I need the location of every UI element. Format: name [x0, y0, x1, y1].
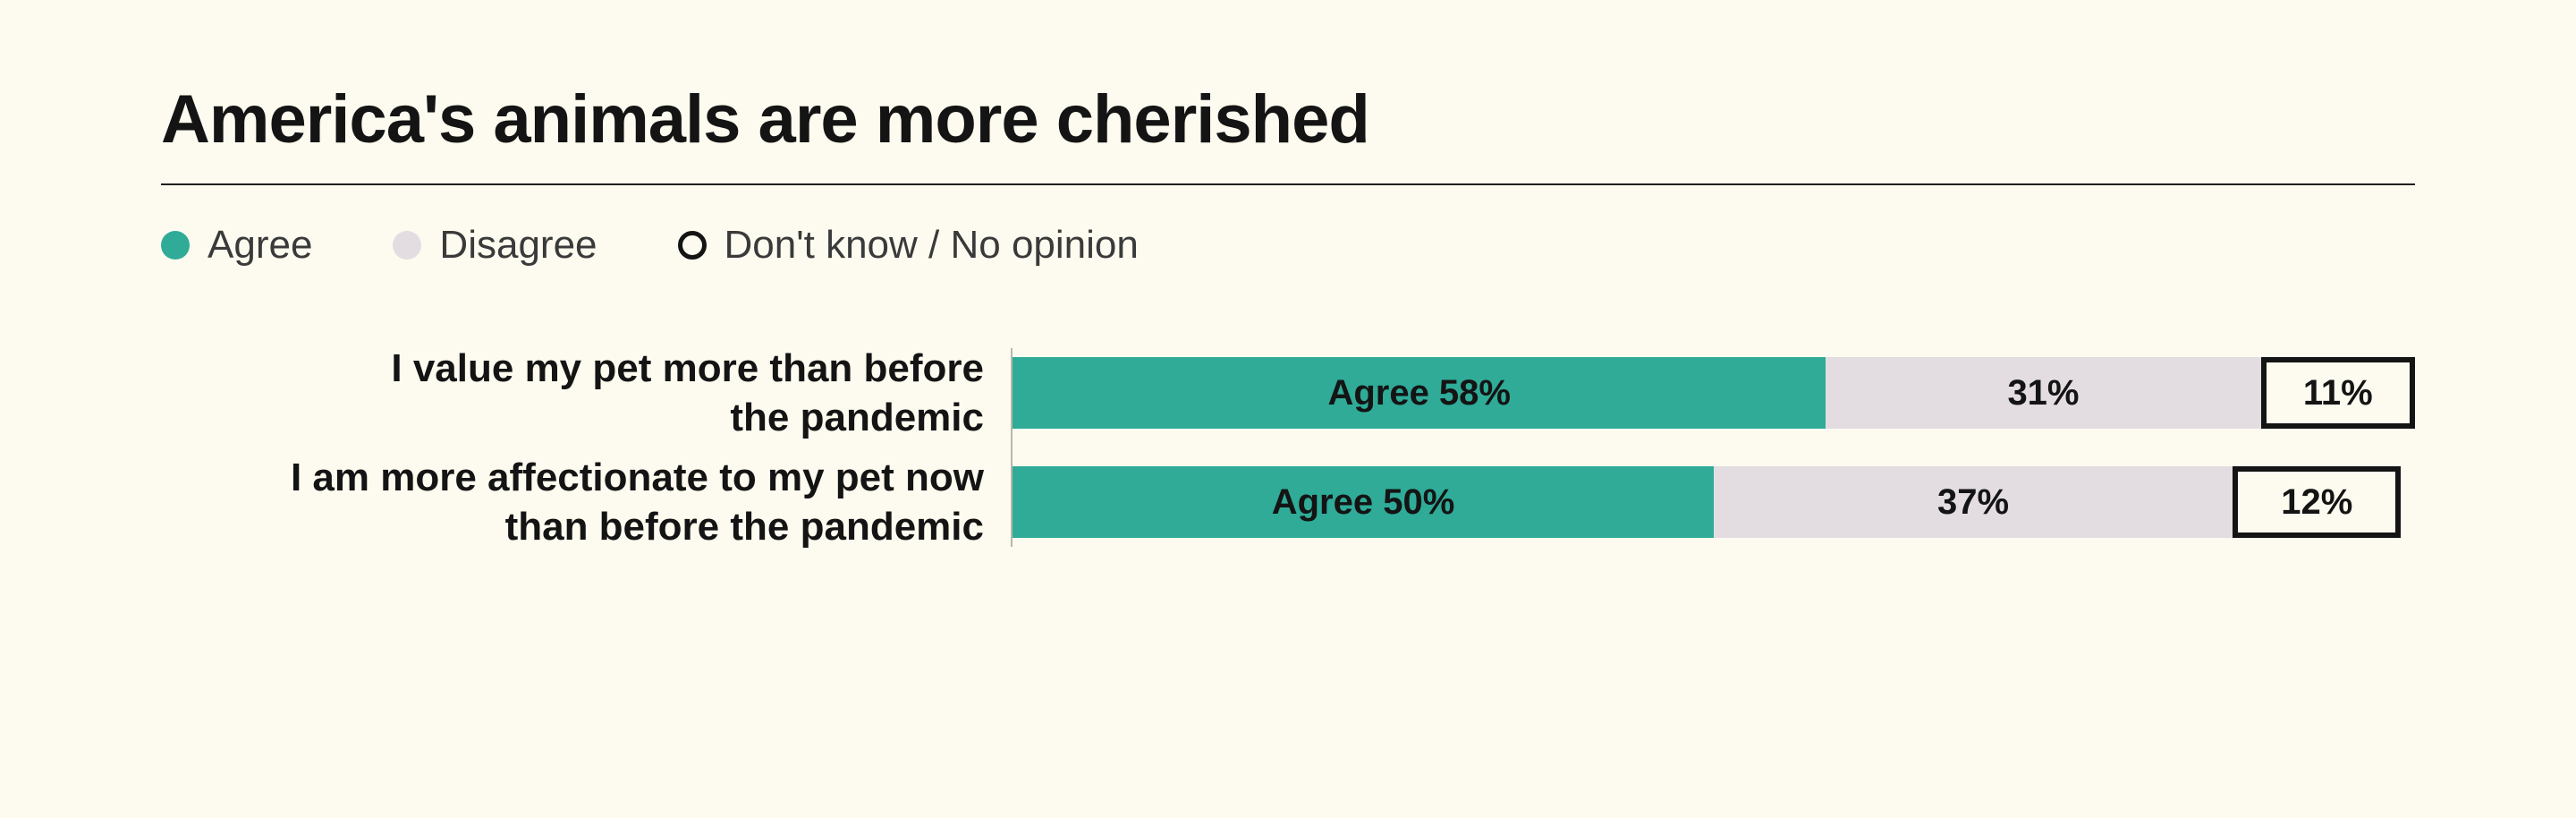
segment-disagree: 37% [1714, 466, 2233, 538]
row-label: I value my pet more than beforethe pande… [161, 357, 984, 429]
segment-label: Agree 50% [1272, 482, 1455, 523]
title-divider [161, 183, 2415, 185]
legend-label: Agree [208, 223, 312, 268]
row-label-line: I value my pet more than before [161, 344, 984, 393]
segment-dontknow: 12% [2233, 466, 2401, 538]
bars-column: Agree 58% 31% 11% Agree 50% 37% 12% [1011, 348, 2415, 547]
legend-swatch-fill [393, 231, 421, 260]
legend-item: Don't know / No opinion [678, 223, 1139, 268]
segment-agree: Agree 58% [1013, 357, 1826, 429]
segment-label: Agree 58% [1327, 373, 1511, 413]
segment-label: 11% [2303, 373, 2373, 413]
row-labels-column: I value my pet more than beforethe pande… [161, 348, 1011, 547]
bar-chart: I value my pet more than beforethe pande… [161, 348, 2415, 547]
legend-swatch-fill [161, 231, 190, 260]
chart-title: America's animals are more cherished [161, 81, 2415, 158]
segment-label: 37% [1937, 482, 2009, 523]
legend-swatch-outline [678, 231, 707, 260]
legend-label: Disagree [439, 223, 597, 268]
bar-row: Agree 50% 37% 12% [1013, 466, 2415, 538]
bar-row: Agree 58% 31% 11% [1013, 357, 2415, 429]
row-label: I am more affectionate to my pet nowthan… [161, 466, 984, 538]
row-label-line: I am more affectionate to my pet now [161, 453, 984, 502]
legend-label: Don't know / No opinion [724, 223, 1139, 268]
row-label-line: the pandemic [161, 393, 984, 442]
row-label-line: than before the pandemic [161, 502, 984, 551]
segment-label: 31% [2007, 373, 2079, 413]
segment-disagree: 31% [1826, 357, 2260, 429]
legend-item: Disagree [393, 223, 597, 268]
segment-agree: Agree 50% [1013, 466, 1714, 538]
legend: Agree Disagree Don't know / No opinion [161, 223, 2415, 268]
legend-item: Agree [161, 223, 312, 268]
segment-label: 12% [2281, 482, 2352, 523]
segment-dontknow: 11% [2261, 357, 2415, 429]
